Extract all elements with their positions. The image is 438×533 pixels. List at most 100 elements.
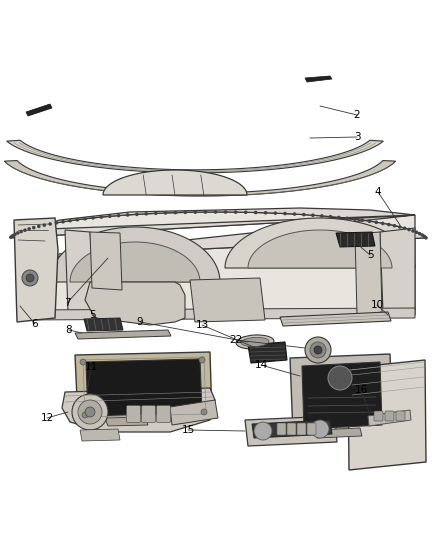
Circle shape — [264, 211, 267, 215]
Polygon shape — [245, 416, 337, 446]
Circle shape — [311, 420, 329, 438]
Circle shape — [23, 229, 27, 232]
Circle shape — [42, 223, 46, 227]
Circle shape — [283, 212, 287, 215]
Text: 5: 5 — [367, 250, 373, 260]
FancyBboxPatch shape — [277, 423, 286, 435]
Circle shape — [11, 234, 14, 238]
FancyBboxPatch shape — [127, 406, 141, 423]
Circle shape — [173, 211, 177, 214]
Circle shape — [145, 212, 148, 216]
Circle shape — [387, 223, 391, 227]
Circle shape — [305, 337, 331, 363]
FancyBboxPatch shape — [385, 411, 394, 421]
Circle shape — [224, 210, 227, 214]
Polygon shape — [75, 352, 212, 421]
Circle shape — [108, 214, 112, 218]
Polygon shape — [7, 140, 383, 173]
FancyBboxPatch shape — [307, 423, 316, 435]
Polygon shape — [355, 232, 382, 315]
Polygon shape — [70, 242, 200, 282]
Polygon shape — [22, 308, 415, 320]
Circle shape — [381, 222, 385, 225]
Ellipse shape — [241, 337, 269, 346]
Circle shape — [345, 216, 349, 220]
Circle shape — [76, 218, 79, 222]
Circle shape — [164, 211, 167, 215]
Circle shape — [135, 213, 138, 216]
Circle shape — [91, 216, 95, 220]
Circle shape — [22, 270, 38, 286]
Circle shape — [83, 217, 87, 221]
Circle shape — [424, 236, 428, 240]
Polygon shape — [4, 160, 396, 196]
Polygon shape — [90, 232, 122, 290]
Circle shape — [80, 359, 86, 365]
Circle shape — [374, 221, 378, 224]
Polygon shape — [103, 170, 247, 195]
Polygon shape — [248, 342, 287, 363]
Polygon shape — [50, 227, 220, 282]
Text: 13: 13 — [195, 320, 208, 330]
Text: 12: 12 — [40, 413, 53, 423]
Circle shape — [328, 366, 352, 390]
Polygon shape — [190, 278, 265, 322]
Polygon shape — [14, 218, 58, 322]
Polygon shape — [348, 360, 426, 470]
Polygon shape — [84, 318, 123, 331]
Polygon shape — [302, 362, 382, 429]
FancyBboxPatch shape — [374, 411, 383, 421]
Circle shape — [19, 230, 23, 233]
Circle shape — [27, 227, 31, 231]
Circle shape — [82, 412, 88, 418]
Text: 15: 15 — [181, 425, 194, 435]
Circle shape — [398, 225, 402, 229]
Text: 4: 4 — [374, 187, 381, 197]
FancyBboxPatch shape — [156, 406, 170, 423]
Text: 10: 10 — [371, 300, 384, 310]
Circle shape — [274, 212, 277, 215]
Text: 9: 9 — [137, 317, 143, 327]
Circle shape — [9, 235, 13, 239]
Circle shape — [367, 220, 371, 223]
Polygon shape — [336, 232, 375, 247]
Circle shape — [13, 232, 17, 236]
Text: 2: 2 — [354, 110, 360, 120]
Text: 3: 3 — [354, 132, 360, 142]
Circle shape — [234, 211, 237, 214]
Circle shape — [314, 346, 322, 354]
Circle shape — [415, 230, 418, 234]
Polygon shape — [62, 388, 215, 432]
Text: 14: 14 — [254, 360, 268, 370]
Circle shape — [403, 227, 406, 230]
Polygon shape — [10, 212, 426, 315]
Circle shape — [78, 400, 102, 424]
Circle shape — [117, 214, 120, 217]
Circle shape — [353, 217, 357, 221]
Ellipse shape — [236, 335, 274, 349]
Polygon shape — [26, 104, 52, 116]
Circle shape — [204, 210, 207, 214]
Circle shape — [55, 221, 58, 224]
Circle shape — [126, 213, 129, 217]
Polygon shape — [290, 354, 393, 434]
Circle shape — [254, 211, 258, 214]
Text: 11: 11 — [85, 362, 98, 372]
Circle shape — [360, 219, 364, 222]
Circle shape — [194, 211, 197, 214]
Circle shape — [214, 210, 217, 214]
Polygon shape — [170, 400, 218, 425]
Polygon shape — [248, 230, 392, 268]
Polygon shape — [380, 228, 415, 312]
Circle shape — [184, 211, 187, 214]
Circle shape — [37, 224, 41, 228]
Polygon shape — [368, 410, 411, 426]
Polygon shape — [10, 208, 426, 258]
Circle shape — [26, 274, 34, 282]
Circle shape — [16, 231, 20, 235]
Circle shape — [407, 228, 411, 231]
Polygon shape — [225, 218, 415, 268]
Circle shape — [99, 215, 103, 219]
Polygon shape — [105, 417, 148, 426]
Text: 16: 16 — [354, 385, 367, 395]
